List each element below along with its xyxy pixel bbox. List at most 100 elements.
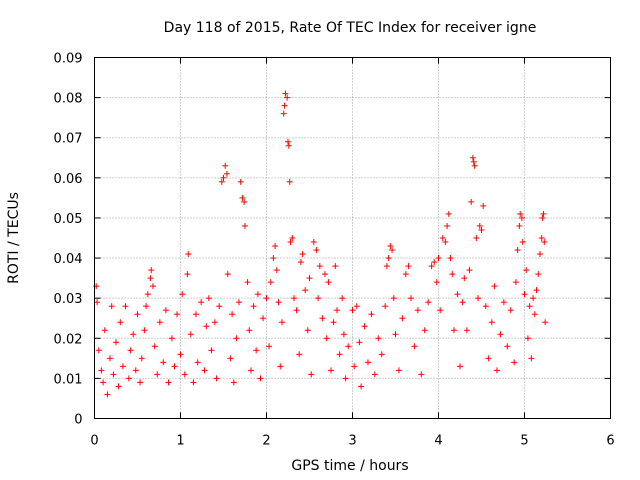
data-point — [273, 267, 280, 274]
data-point — [293, 307, 300, 314]
data-point — [488, 319, 495, 326]
data-point — [260, 315, 267, 322]
data-point — [296, 351, 303, 358]
data-point — [213, 375, 220, 382]
data-point — [263, 295, 270, 302]
data-point — [349, 307, 356, 314]
data-point — [285, 138, 291, 145]
data-point — [524, 335, 531, 342]
data-point — [336, 351, 343, 358]
data-point — [216, 303, 223, 310]
data-point — [539, 214, 546, 221]
data-point — [272, 243, 279, 250]
data-point — [280, 110, 287, 117]
data-point — [315, 295, 322, 302]
data-point — [368, 311, 375, 318]
data-point — [106, 355, 113, 362]
data-point — [286, 178, 293, 185]
data-point — [425, 299, 432, 306]
y-tick-label: 0.07 — [54, 132, 83, 147]
data-point — [469, 154, 476, 161]
data-point — [171, 363, 178, 370]
data-point — [475, 295, 482, 302]
data-point — [468, 198, 475, 205]
data-point — [224, 271, 231, 278]
data-point — [244, 279, 251, 286]
data-point — [257, 375, 264, 382]
data-point — [144, 291, 151, 298]
data-point — [130, 331, 137, 338]
data-point — [356, 339, 363, 346]
data-point — [270, 255, 277, 262]
data-point — [402, 271, 409, 278]
data-point — [223, 170, 230, 177]
data-point — [321, 271, 328, 278]
data-point — [450, 327, 457, 334]
data-point — [437, 307, 444, 314]
data-point — [345, 343, 352, 350]
data-point — [119, 363, 126, 370]
data-point — [478, 226, 485, 233]
data-point — [392, 331, 399, 338]
data-point — [463, 327, 470, 334]
data-point — [328, 367, 334, 374]
data-point — [237, 178, 244, 185]
data-point — [304, 327, 311, 334]
x-tick-label: 0 — [90, 434, 98, 449]
x-tick-label: 6 — [606, 434, 614, 449]
data-point — [500, 299, 507, 306]
data-point — [414, 307, 421, 314]
data-point — [526, 303, 533, 310]
data-point — [466, 267, 473, 274]
data-point — [275, 299, 282, 306]
data-point — [95, 347, 102, 354]
data-point — [523, 267, 530, 274]
data-point — [211, 319, 218, 326]
y-axis-label: ROTI / TECUs — [6, 192, 22, 284]
data-point — [439, 235, 446, 241]
data-point — [241, 198, 248, 205]
data-point — [528, 355, 535, 362]
data-point — [454, 291, 461, 298]
y-tick-label: 0.06 — [54, 172, 83, 187]
data-point — [340, 331, 347, 338]
data-point — [435, 255, 442, 262]
x-tick-label: 4 — [434, 434, 442, 449]
data-point — [289, 235, 296, 241]
data-point — [148, 267, 155, 274]
data-point — [518, 214, 525, 221]
data-point — [444, 222, 451, 229]
data-point — [246, 327, 253, 334]
data-point — [371, 371, 378, 378]
data-point — [125, 375, 132, 382]
data-point — [154, 371, 161, 378]
data-point — [184, 271, 191, 278]
data-point — [535, 271, 542, 278]
data-point — [323, 335, 330, 342]
data-point — [227, 355, 234, 362]
data-point — [342, 375, 349, 382]
data-point — [143, 303, 150, 310]
data-point — [471, 162, 478, 169]
data-point — [138, 355, 145, 362]
data-point — [168, 335, 175, 342]
data-point — [442, 239, 449, 246]
data-point — [277, 363, 284, 370]
data-point — [542, 319, 549, 326]
data-point — [383, 263, 390, 270]
data-point — [284, 94, 291, 101]
data-point — [205, 295, 212, 302]
data-point — [482, 303, 489, 310]
x-axis-label: GPS time / hours — [291, 458, 408, 474]
data-point — [431, 259, 438, 266]
x-tick-label: 3 — [348, 434, 356, 449]
data-point — [233, 335, 240, 342]
data-point — [156, 319, 163, 326]
data-point — [325, 279, 332, 286]
data-point — [222, 162, 229, 169]
data-point — [540, 210, 547, 217]
data-point — [98, 367, 105, 374]
data-point — [411, 343, 418, 350]
data-point — [253, 347, 260, 354]
